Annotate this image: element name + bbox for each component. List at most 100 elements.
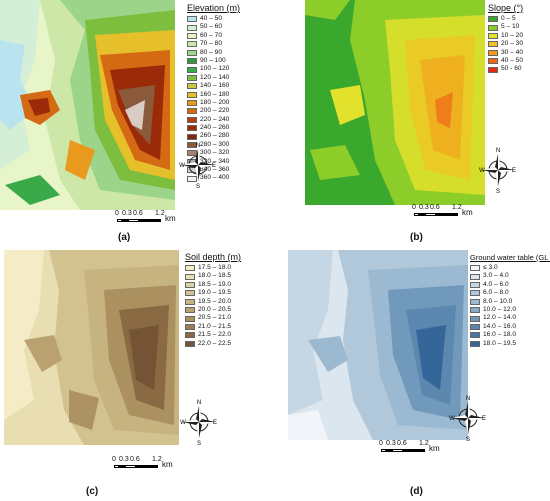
scale-segment <box>414 213 419 216</box>
scale-tick-label: 0 <box>379 440 383 447</box>
legend-label: 160 – 180 <box>200 90 230 98</box>
legend-item: 60 – 70 <box>187 32 240 40</box>
legend-label: 220 – 240 <box>200 115 230 123</box>
legend-label: 20 – 30 <box>501 40 523 48</box>
legend-item: 180 – 200 <box>187 99 240 107</box>
legend-label: 180 – 200 <box>200 98 230 106</box>
legend-swatch <box>185 315 195 322</box>
legend-item: 100 – 120 <box>187 65 240 73</box>
legend-swatch <box>185 265 195 272</box>
legend-swatch <box>185 273 195 280</box>
legend-label: 5 – 10 <box>501 23 520 31</box>
legend-item: 4.0 – 6.0 <box>470 281 550 289</box>
soil-depth-map <box>4 250 179 445</box>
legend-label: 360 – 400 <box>200 174 230 182</box>
scale-tick-label: 0 <box>115 210 119 217</box>
legend-item: 17.5 – 18.0 <box>185 264 241 272</box>
legend-swatch <box>187 142 197 149</box>
legend-item: 0 – 5 <box>488 15 523 23</box>
scale-unit: km <box>462 208 473 217</box>
legend-label: 0 – 5 <box>501 15 516 22</box>
legend-label: 30 – 40 <box>501 48 523 56</box>
legend-swatch <box>187 41 197 48</box>
legend-label: 21.0 – 21.5 <box>198 322 231 330</box>
legend-swatch <box>187 74 197 81</box>
legend-swatch <box>187 116 197 123</box>
legend-swatch <box>187 83 197 90</box>
legend-swatch <box>185 323 195 330</box>
scale-tick-label: 0.3 <box>419 204 429 211</box>
legend-item: 18.0 – 19.5 <box>470 340 550 348</box>
legend-label: 14.0 – 16.0 <box>483 322 516 330</box>
legend-title: Soil depth (m) <box>185 252 242 262</box>
legend-item: 12.0 – 14.0 <box>470 314 550 322</box>
legend-item: 40 – 50 <box>187 15 240 23</box>
legend-item: 3.0 – 4.0 <box>470 272 550 280</box>
legend-item: 20 – 30 <box>488 40 523 48</box>
legend-item: 19.5 – 20.0 <box>185 298 241 306</box>
legend-item: 50 - 60 <box>488 65 523 73</box>
legend-title: Slope (°) <box>488 3 524 13</box>
legend-label: 200 – 220 <box>200 107 230 115</box>
legend-item: 22.0 – 22.5 <box>185 340 241 348</box>
scale-segment <box>114 465 119 468</box>
legend-item: 300 – 320 <box>187 149 240 157</box>
legend-swatch <box>470 265 480 272</box>
scale-segment <box>122 219 128 222</box>
scale-segment <box>128 219 139 222</box>
legend-label: 60 – 70 <box>200 31 222 39</box>
legend-item: 40 – 50 <box>488 57 523 65</box>
legend-swatch <box>185 340 195 347</box>
scale-bar: 0 0.3 0.6 1.2 km <box>412 204 482 220</box>
scale-unit: km <box>162 460 173 469</box>
legend-title: Ground water table (GL -m) <box>470 253 550 262</box>
scale-tick-label: 1.2 <box>452 204 462 211</box>
legend-swatch <box>187 58 197 65</box>
legend-item: 20.0 – 20.5 <box>185 306 241 314</box>
legend-swatch <box>488 41 498 48</box>
legend-label: 120 – 140 <box>200 73 230 81</box>
legend-item: 18.0 – 18.5 <box>185 272 241 280</box>
scale-segment <box>381 449 386 452</box>
legend-label: 320 – 340 <box>200 157 230 165</box>
compass-label: W <box>449 416 455 422</box>
scale-segment <box>403 449 425 452</box>
north-arrow-compass-icon: N S E W <box>179 143 216 190</box>
legend-label: 100 – 120 <box>200 65 230 73</box>
compass-label: E <box>213 420 217 426</box>
scale-tick-label: 0.6 <box>130 456 140 463</box>
legend-label: 17.5 – 18.0 <box>198 264 231 271</box>
legend-swatch <box>470 315 480 322</box>
legend-swatch <box>187 32 197 39</box>
compass-label: N <box>466 396 470 402</box>
scale-tick-label: 0.6 <box>430 204 440 211</box>
scale-tick-label: 1.2 <box>155 210 165 217</box>
legend-swatch <box>470 281 480 288</box>
legend-swatch <box>187 150 197 157</box>
compass-label: N <box>496 148 500 154</box>
legend-item: 90 – 100 <box>187 57 240 65</box>
legend-swatch <box>185 332 195 339</box>
legend-label: 22.0 – 22.5 <box>198 339 231 347</box>
compass-label: S <box>196 184 200 190</box>
compass-label: E <box>512 168 516 174</box>
legend-item: 21.0 – 21.5 <box>185 323 241 331</box>
legend-label: 19.5 – 20.0 <box>198 297 231 305</box>
legend-swatch <box>488 58 498 65</box>
legend-swatch <box>187 125 197 132</box>
legend-swatch <box>187 175 197 182</box>
north-arrow-compass-icon: N S E W <box>180 400 217 447</box>
legend-item: 10.0 – 12.0 <box>470 306 550 314</box>
scale-segment <box>386 449 392 452</box>
legend-label: 16.0 – 18.0 <box>483 331 516 339</box>
legend-item: 200 – 220 <box>187 107 240 115</box>
legend-label: 18.0 – 18.5 <box>198 272 231 280</box>
legend-label: 140 – 160 <box>200 82 230 90</box>
legend-title: Elevation (m) <box>187 3 241 13</box>
legend-label: 4.0 – 6.0 <box>483 280 509 288</box>
legend-item: 80 – 90 <box>187 49 240 57</box>
scale-segment <box>119 465 125 468</box>
legend-swatch <box>187 49 197 56</box>
legend-item: 19.0 – 19.5 <box>185 289 241 297</box>
